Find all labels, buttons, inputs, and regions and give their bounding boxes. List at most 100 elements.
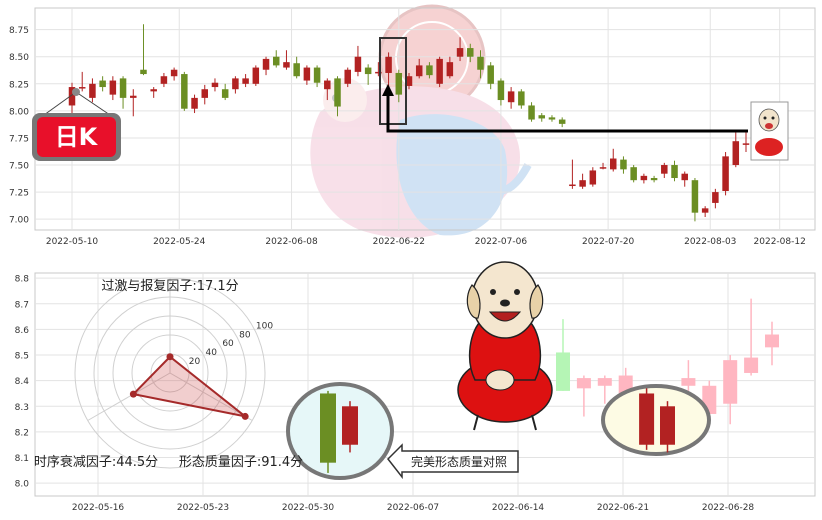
candle-body <box>671 165 678 179</box>
candle-body <box>130 95 137 98</box>
x-tick-label: 2022-05-10 <box>46 237 99 247</box>
y-tick-label: 8.4 <box>15 377 30 387</box>
candle-body <box>324 80 331 90</box>
candle-body <box>232 78 239 90</box>
y-tick-label: 7.00 <box>9 216 29 226</box>
candle-body <box>528 105 535 120</box>
candle-body <box>354 56 362 72</box>
candle-body <box>477 56 484 70</box>
radar-spoke <box>87 372 171 421</box>
top-y-axis: 7.00 7.25 7.50 7.75 8.00 8.25 8.50 8.75 <box>9 26 29 226</box>
candle-body <box>272 56 280 66</box>
candle-body <box>426 65 433 76</box>
candle-body <box>640 175 648 181</box>
highlight-arrow-head <box>382 84 394 96</box>
candle-body <box>150 89 157 92</box>
y-tick-label: 8.6 <box>15 326 30 336</box>
candle-body <box>68 87 76 106</box>
candle-body <box>765 334 779 348</box>
radar-label-aggression: 过激与报复因子:17.1分 <box>101 279 238 294</box>
candle-body <box>375 71 382 74</box>
candle-body <box>395 72 403 95</box>
x-tick-label: 2022-06-21 <box>597 503 649 513</box>
candle-body <box>242 78 249 84</box>
badge-label: 日K <box>55 123 99 151</box>
callout-label: 完美形态质量对照 <box>411 454 507 469</box>
example-pattern-circle <box>286 382 394 480</box>
y-tick-label: 8.50 <box>9 53 29 63</box>
candle-body <box>497 80 505 101</box>
candle-body <box>599 167 607 169</box>
candle-body <box>170 69 178 77</box>
y-tick-label: 8.00 <box>9 107 29 117</box>
candle-body <box>660 406 675 445</box>
top-candles <box>68 24 750 222</box>
candle-body <box>283 62 290 68</box>
candle-body <box>191 97 198 109</box>
bottom-x-axis: 2022-05-16 2022-05-23 2022-05-30 2022-06-07… <box>72 503 755 513</box>
candle-body <box>436 58 443 84</box>
x-tick-label: 2022-07-20 <box>582 237 635 247</box>
candle-body <box>712 192 719 203</box>
candle-body <box>109 80 117 95</box>
candle-body <box>639 393 655 445</box>
candle-body <box>518 91 525 106</box>
candle-body <box>344 69 351 84</box>
x-tick-label: 2022-06-22 <box>373 237 425 247</box>
x-tick-label: 2022-05-23 <box>177 503 229 513</box>
candle-body <box>303 67 311 81</box>
candle-body <box>415 65 423 77</box>
candle-body <box>456 48 464 57</box>
dog-mascot <box>457 261 553 431</box>
candle-body <box>313 67 321 83</box>
candle-body <box>722 156 729 192</box>
x-tick-label: 2022-06-14 <box>492 503 545 513</box>
candle-body <box>487 65 494 84</box>
x-tick-label: 2022-07-06 <box>475 237 528 247</box>
candle-body <box>630 167 637 181</box>
radar-label-quality: 形态质量因子:91.4分 <box>179 455 303 470</box>
candle-body <box>579 180 586 187</box>
candle-body <box>385 56 392 73</box>
candle-body <box>78 87 86 89</box>
candle-body <box>140 69 147 75</box>
candle-body <box>262 58 270 70</box>
candle-body <box>732 141 740 166</box>
example-pattern-candles <box>320 390 358 473</box>
radar-area <box>131 355 246 418</box>
x-tick-label: 2022-05-30 <box>282 503 335 513</box>
y-tick-label: 7.75 <box>9 134 29 144</box>
radar-point <box>241 412 249 420</box>
candle-body <box>538 115 546 119</box>
matched-pattern-circle <box>601 384 711 456</box>
candle-body <box>650 178 658 181</box>
candle-body <box>405 76 413 86</box>
candle-body <box>89 83 96 98</box>
candle-body <box>681 173 688 181</box>
candle-body <box>293 63 300 77</box>
radar-chart: 20 40 60 80 100 <box>74 277 273 469</box>
radar-spoke <box>169 372 253 421</box>
candle-body <box>364 67 372 75</box>
candle-body <box>701 208 709 213</box>
matched-pattern-candles <box>639 388 675 453</box>
candle-body <box>507 91 515 103</box>
candle-body <box>589 170 597 185</box>
x-tick-label: 2022-06-07 <box>387 503 439 513</box>
candle-body <box>181 74 188 109</box>
candle-body <box>160 76 168 84</box>
candle-body <box>558 119 566 124</box>
bottom-y-axis: 8.0 8.1 8.2 8.3 8.4 8.5 8.6 8.7 8.8 <box>15 275 30 490</box>
candle-body <box>467 48 474 57</box>
y-tick-label: 8.7 <box>15 300 29 310</box>
candle-body <box>691 180 699 213</box>
x-tick-label: 2022-06-08 <box>265 237 318 247</box>
radar-label-decay: 时序衰减因子:44.5分 <box>34 454 158 470</box>
candle-body <box>201 89 209 98</box>
candle-body <box>119 78 127 98</box>
top-x-axis: 2022-05-10 2022-05-24 2022-06-08 2022-06-22… <box>46 237 806 247</box>
pig-logo-watermark <box>310 4 532 238</box>
candle-body <box>99 80 106 88</box>
candle-body <box>576 378 591 389</box>
